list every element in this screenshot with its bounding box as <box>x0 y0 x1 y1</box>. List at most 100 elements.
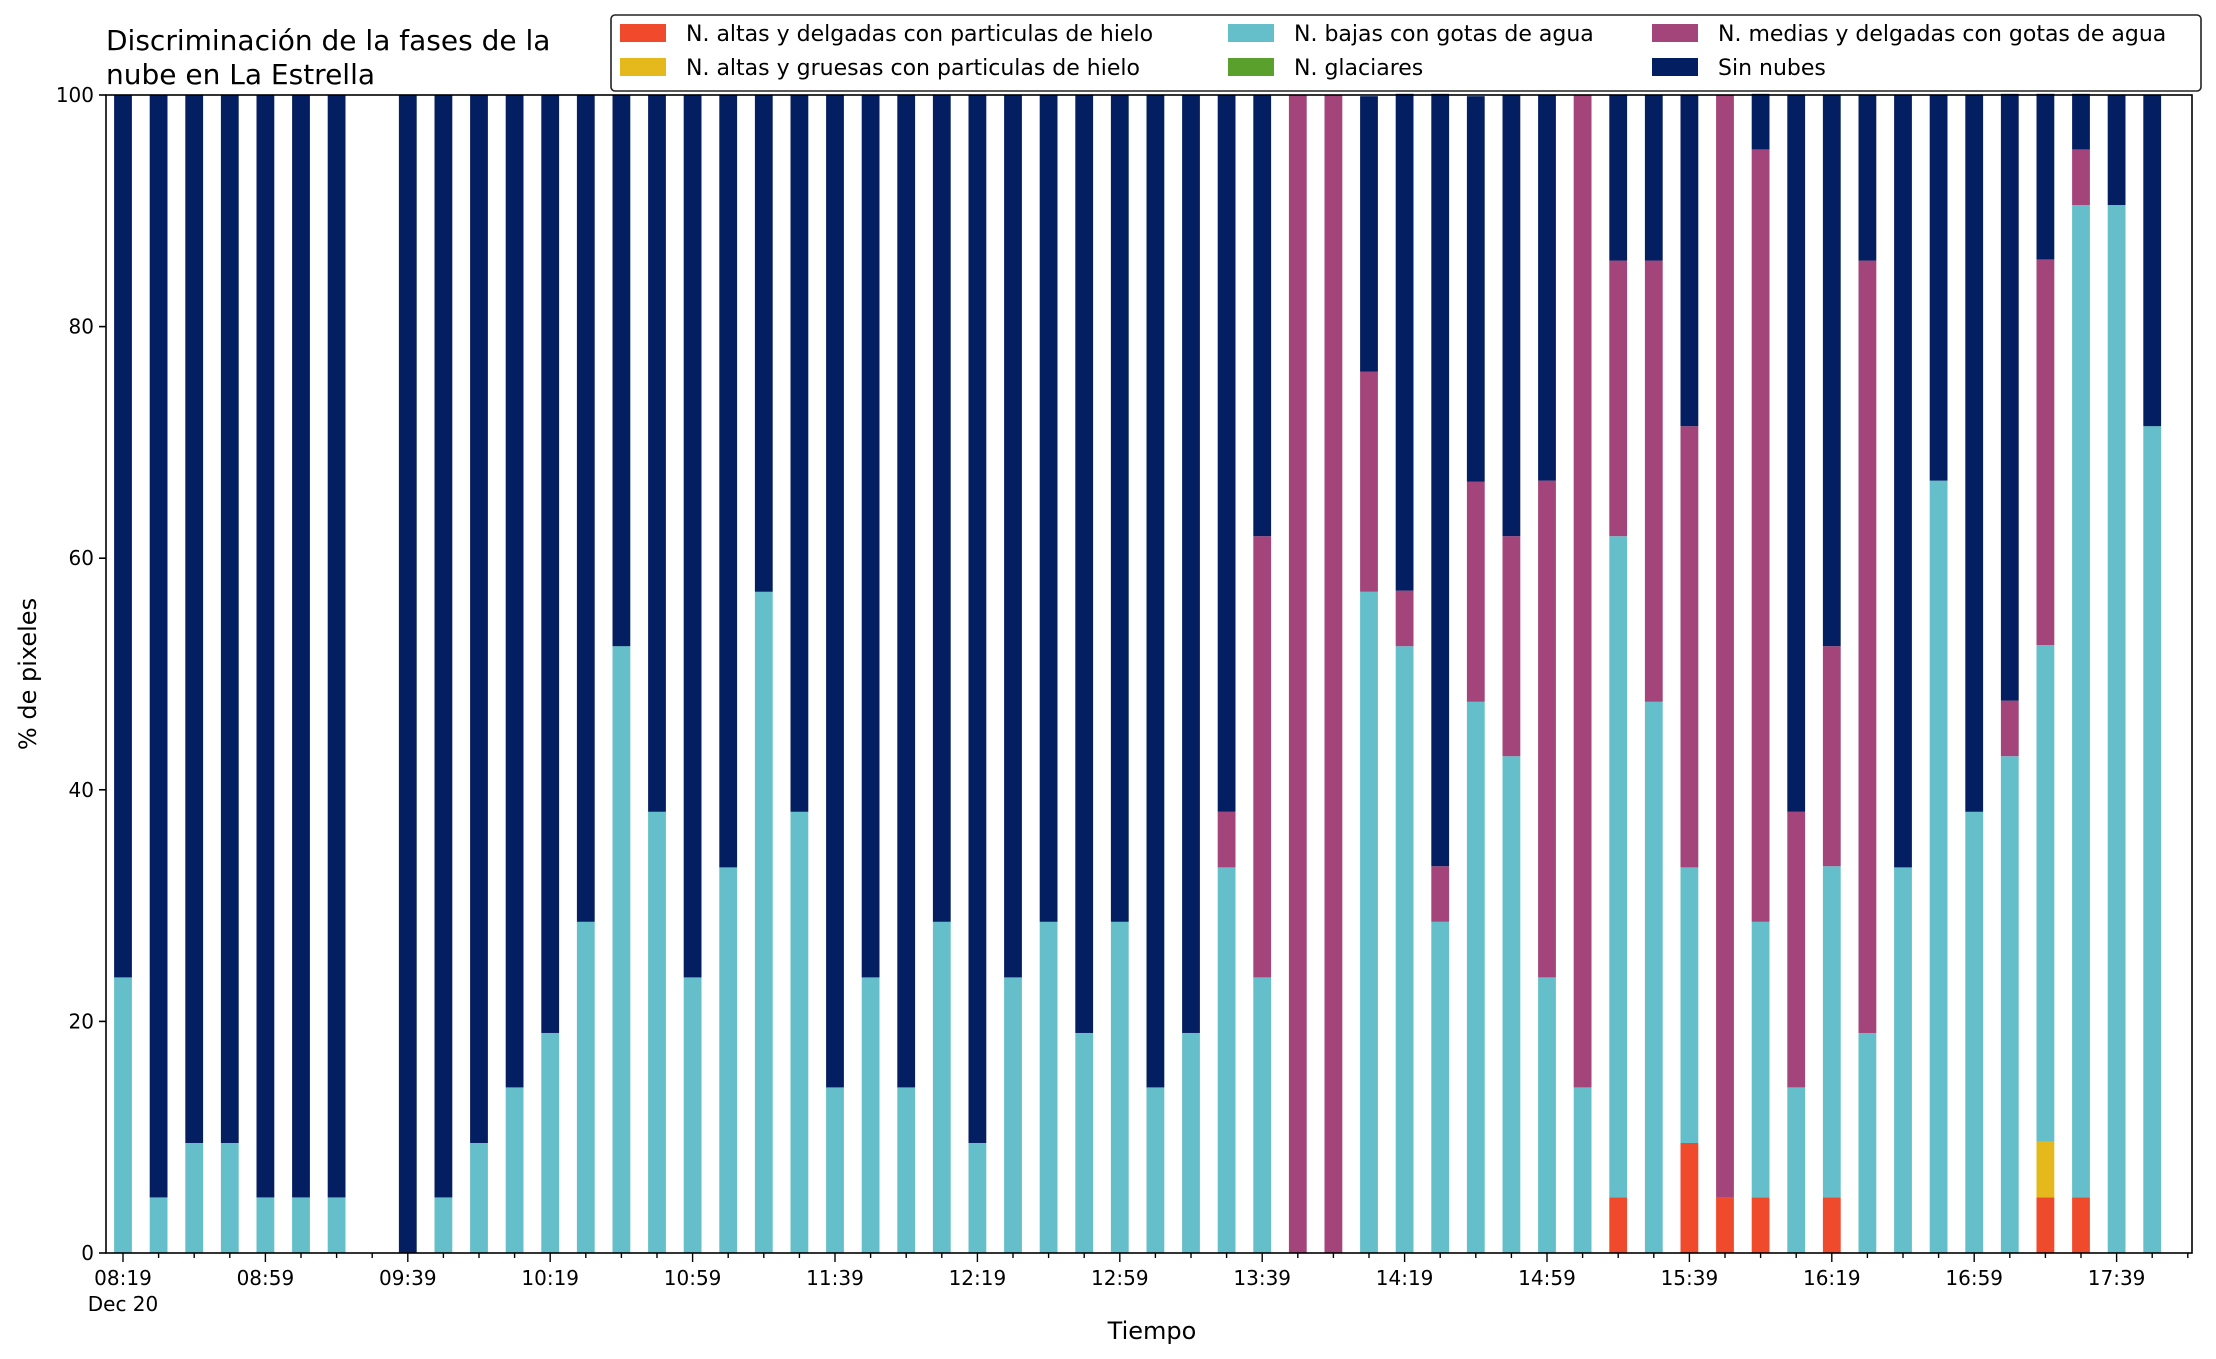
bar-segment-10:29-s2 <box>576 921 595 1253</box>
bar-segment-17:19-s2 <box>2036 645 2055 1142</box>
bar-segment-17:19-s5 <box>2036 93 2055 260</box>
bars-layer <box>114 93 2162 1253</box>
bar-segment-11:19-s5 <box>754 95 773 592</box>
legend-label: N. altas y gruesas con particulas de hie… <box>686 56 1140 81</box>
bar-segment-11:59-s2 <box>897 1087 916 1253</box>
bar-segment-16:19-s5 <box>1822 95 1841 647</box>
bar-segment-17:49-s2 <box>2143 426 2162 1253</box>
legend-swatch <box>620 24 666 42</box>
bar-segment-17:09-s4 <box>2000 700 2019 757</box>
bar-segment-14:09-s2 <box>1360 591 1378 1253</box>
bar-segment-13:19-s2 <box>1182 1032 1200 1253</box>
bar-segment-08:19-s2 <box>114 977 132 1253</box>
bar-segment-08:29-s5 <box>149 95 168 1198</box>
bar-segment-12:59-s2 <box>1110 921 1129 1253</box>
x-tick-label: 10:59 <box>664 1266 722 1290</box>
x-tick-label: 08:19 <box>94 1266 152 1290</box>
bar-segment-15:39-s4 <box>1680 426 1699 868</box>
bar-segment-17:29-s5 <box>2072 93 2090 150</box>
bar-segment-09:49-s5 <box>434 95 453 1198</box>
bar-segment-15:29-s4 <box>1644 260 1663 702</box>
bar-segment-09:09-s2 <box>292 1197 310 1253</box>
bar-segment-17:09-s5 <box>2000 93 2019 701</box>
bar-segment-11:39-s5 <box>826 95 844 1088</box>
x-tick-label: 11:39 <box>806 1266 864 1290</box>
bar-segment-14:29-s4 <box>1431 866 1450 922</box>
bar-segment-10:19-s2 <box>541 1032 560 1253</box>
legend-swatch <box>620 58 666 76</box>
bar-segment-09:19-s5 <box>327 95 346 1198</box>
y-tick-label: 20 <box>69 1009 94 1033</box>
bar-segment-15:39-s2 <box>1680 867 1699 1143</box>
bar-segment-10:49-s2 <box>648 811 666 1253</box>
bar-segment-14:49-s4 <box>1502 536 1521 757</box>
bar-segment-08:59-s2 <box>256 1197 275 1253</box>
bar-segment-14:29-s2 <box>1431 921 1450 1253</box>
legend-label: Sin nubes <box>1718 56 1826 81</box>
bar-segment-12:19-s5 <box>968 95 987 1143</box>
bar-segment-15:09-s4 <box>1573 95 1592 1088</box>
bar-segment-09:09-s5 <box>292 95 310 1198</box>
bar-segment-15:59-s0 <box>1751 1197 1770 1253</box>
bar-segment-14:19-s2 <box>1395 646 1414 1253</box>
bar-segment-11:29-s2 <box>790 811 809 1253</box>
bar-segment-08:49-s5 <box>220 95 239 1143</box>
bar-segment-09:59-s5 <box>470 95 488 1143</box>
legend-frame <box>610 14 2202 92</box>
bar-segment-12:49-s2 <box>1075 1032 1094 1253</box>
bar-segment-14:59-s2 <box>1538 977 1556 1253</box>
x-tick-label: 16:59 <box>1945 1266 2003 1290</box>
bar-segment-09:59-s2 <box>470 1142 488 1253</box>
chart-title-line-1: Discriminación de la fases de la <box>106 24 550 57</box>
bar-segment-14:39-s2 <box>1466 701 1485 1253</box>
bar-segment-11:19-s2 <box>754 591 773 1253</box>
bar-segment-15:59-s5 <box>1751 93 1770 150</box>
bar-segment-13:39-s4 <box>1253 536 1272 978</box>
bar-segment-17:19-s1 <box>2036 1141 2055 1198</box>
bar-segment-13:49-s4 <box>1288 95 1307 1253</box>
bar-segment-14:29-s5 <box>1431 93 1450 867</box>
bar-segment-08:19-s5 <box>114 95 132 978</box>
legend-swatch <box>1652 58 1698 76</box>
y-axis-label: % de pixeles <box>14 598 42 750</box>
bar-segment-10:59-s2 <box>683 977 702 1253</box>
bar-segment-12:59-s5 <box>1110 95 1129 922</box>
bar-segment-15:49-s0 <box>1716 1197 1734 1253</box>
bar-segment-11:39-s2 <box>826 1087 844 1253</box>
bar-segment-17:09-s2 <box>2000 756 2019 1253</box>
bar-segment-11:09-s2 <box>719 867 738 1253</box>
x-tick-label: 14:59 <box>1518 1266 1576 1290</box>
bar-segment-15:39-s0 <box>1680 1142 1699 1253</box>
bar-segment-16:39-s2 <box>1894 867 1912 1253</box>
y-tick-label: 100 <box>56 83 94 107</box>
bar-segment-10:59-s5 <box>683 95 702 978</box>
bar-segment-12:29-s2 <box>1004 977 1022 1253</box>
bar-segment-10:39-s5 <box>612 95 631 647</box>
bar-segment-11:49-s2 <box>861 977 880 1253</box>
bar-segment-17:19-s0 <box>2036 1197 2055 1253</box>
legend: N. altas y delgadas con particulas de hi… <box>610 14 2202 92</box>
bar-segment-10:39-s2 <box>612 646 631 1253</box>
bar-segment-13:39-s5 <box>1253 95 1272 537</box>
bar-segment-16:39-s5 <box>1894 95 1912 868</box>
bar-segment-16:09-s4 <box>1787 811 1806 1088</box>
bar-segment-17:29-s4 <box>2072 149 2090 206</box>
bar-segment-15:19-s0 <box>1609 1197 1628 1253</box>
bar-segment-16:19-s4 <box>1822 646 1841 867</box>
bar-segment-15:19-s2 <box>1609 536 1628 1198</box>
x-axis-label: Tiempo <box>1107 1317 1197 1345</box>
bar-segment-15:19-s4 <box>1609 260 1628 537</box>
bar-segment-14:49-s5 <box>1502 95 1521 537</box>
x-tick-label: 08:59 <box>237 1266 295 1290</box>
bar-segment-13:59-s4 <box>1324 95 1343 1253</box>
bar-segment-16:19-s2 <box>1822 866 1841 1198</box>
legend-swatch <box>1652 24 1698 42</box>
bar-segment-17:19-s4 <box>2036 259 2055 646</box>
bar-segment-12:19-s2 <box>968 1142 987 1253</box>
bar-segment-10:49-s5 <box>648 95 666 812</box>
bar-segment-16:59-s5 <box>1965 95 1984 812</box>
bar-segment-10:19-s5 <box>541 95 560 1033</box>
y-tick-label: 80 <box>69 315 94 339</box>
bar-segment-12:49-s5 <box>1075 95 1094 1033</box>
